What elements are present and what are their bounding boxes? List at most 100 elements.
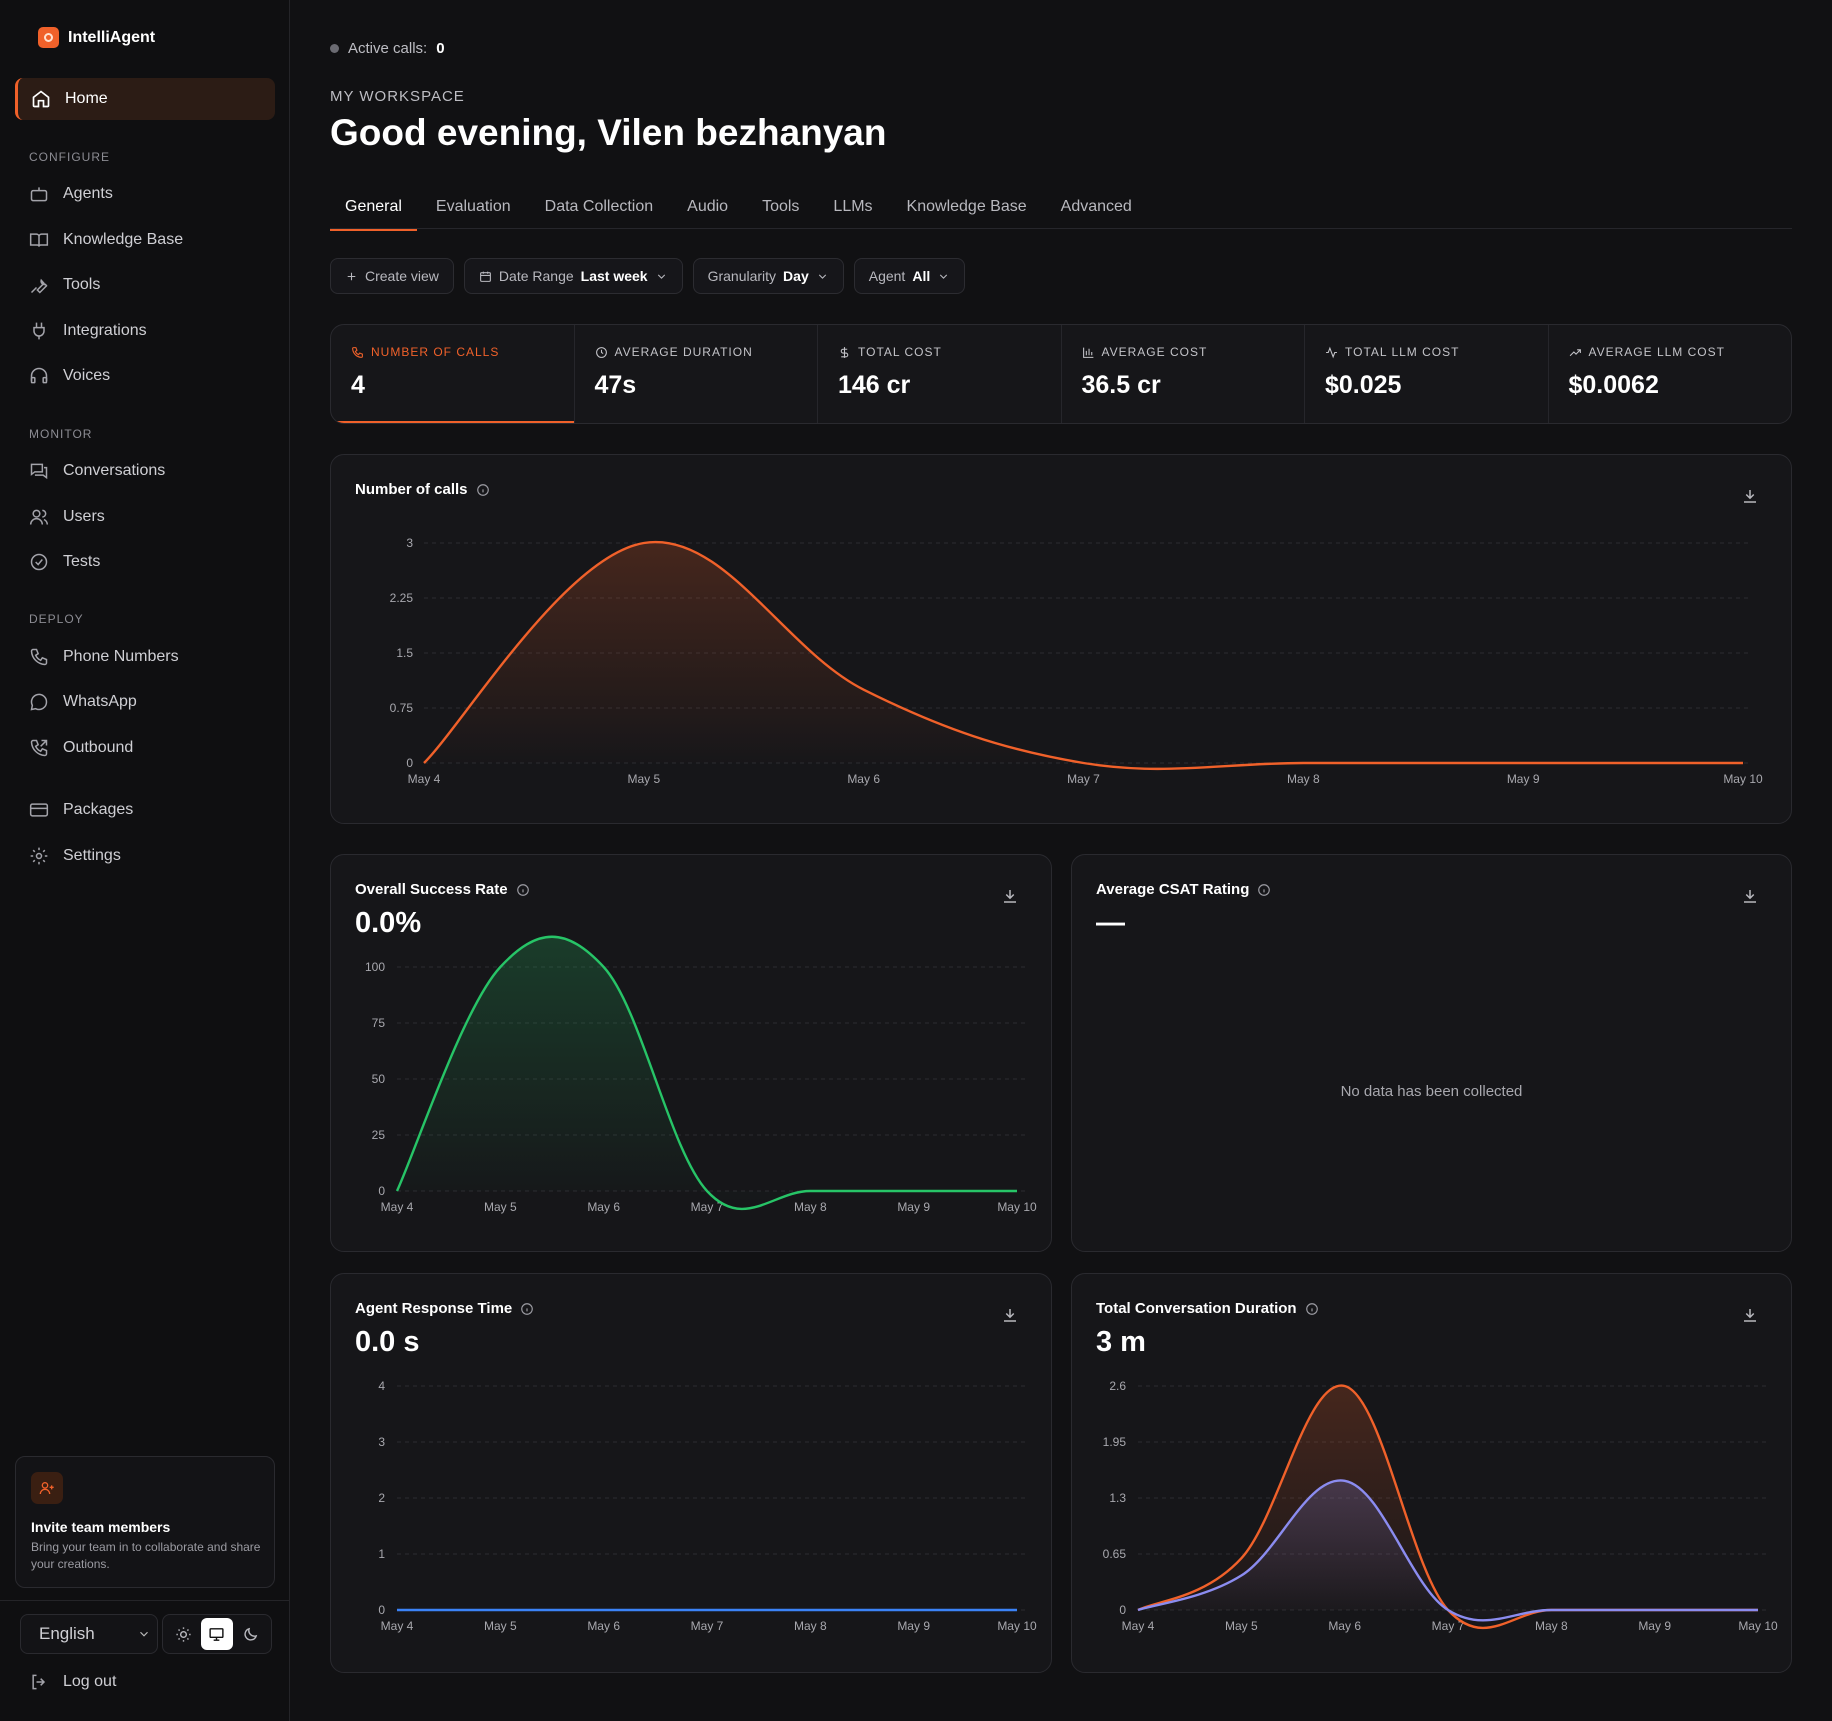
info-icon[interactable] xyxy=(476,483,490,497)
stat-number-of-calls[interactable]: NUMBER OF CALLS 4 xyxy=(331,325,575,423)
sidebar-item-label: Outbound xyxy=(63,739,134,756)
info-icon[interactable] xyxy=(1257,883,1271,897)
download-icon[interactable] xyxy=(1741,487,1759,505)
active-calls-value: 0 xyxy=(436,40,445,57)
filter-bar: Create view Date Range Last week Granula… xyxy=(330,258,966,294)
tab-data-collection[interactable]: Data Collection xyxy=(544,198,654,215)
brand[interactable]: IntelliAgent xyxy=(38,27,155,48)
activity-icon xyxy=(1326,346,1337,358)
phone-icon xyxy=(30,648,48,666)
x-tick-label: May 8 xyxy=(1287,772,1320,786)
stat-average-llm-cost[interactable]: AVERAGE LLM COST $0.0062 xyxy=(1549,325,1792,423)
sidebar-item-outbound[interactable]: Outbound xyxy=(15,727,275,769)
sidebar-item-users[interactable]: Users xyxy=(15,496,275,538)
sidebar-item-settings[interactable]: Settings xyxy=(15,835,275,877)
calendar-icon xyxy=(480,271,491,282)
theme-dark-button[interactable] xyxy=(234,1618,266,1650)
sidebar-item-label: Tools xyxy=(63,276,101,293)
sidebar-item-conversations[interactable]: Conversations xyxy=(15,450,275,492)
x-tick-label: May 5 xyxy=(1225,1619,1258,1633)
tab-knowledge-base[interactable]: Knowledge Base xyxy=(906,198,1027,215)
x-tick-label: May 10 xyxy=(1723,772,1763,786)
stat-value: $0.025 xyxy=(1325,371,1402,399)
tab-advanced[interactable]: Advanced xyxy=(1060,198,1132,215)
sidebar-item-label: Home xyxy=(65,90,108,107)
stat-total-llm-cost[interactable]: TOTAL LLM COST $0.025 xyxy=(1305,325,1549,423)
sidebar-item-knowledge-base[interactable]: Knowledge Base xyxy=(15,219,275,261)
theme-light-button[interactable] xyxy=(168,1618,200,1650)
phone-icon xyxy=(352,346,363,358)
theme-system-button[interactable] xyxy=(200,1618,233,1650)
agent-filter[interactable]: Agent All xyxy=(853,258,966,294)
chart-card-number-of-calls: Number of calls 0 0.75 1.5 2.25 3 May 4 May 5 M… xyxy=(330,454,1792,824)
info-icon[interactable] xyxy=(1305,1302,1319,1316)
plug-icon xyxy=(33,322,45,340)
create-view-button[interactable]: Create view xyxy=(330,258,454,294)
sidebar-item-label: Conversations xyxy=(63,462,166,479)
active-calls-label: Active calls: xyxy=(348,40,428,57)
stat-average-cost[interactable]: AVERAGE COST 36.5 cr xyxy=(1062,325,1305,423)
bar-chart-icon xyxy=(1082,347,1093,358)
chart-value: — xyxy=(1096,907,1125,939)
stat-value: 36.5 cr xyxy=(1081,371,1161,399)
clock-icon xyxy=(595,346,607,358)
chevron-down-icon xyxy=(818,273,826,279)
sidebar-item-tools[interactable]: Tools xyxy=(15,264,275,306)
tab-evaluation[interactable]: Evaluation xyxy=(435,198,511,215)
no-data-message: No data has been collected xyxy=(1340,1083,1523,1100)
stat-average-duration[interactable]: AVERAGE DURATION 47s xyxy=(575,325,818,423)
chart-card-total-conversation-duration: Total Conversation Duration 3 m 0 0.65 1.3… xyxy=(1071,1273,1792,1673)
info-icon[interactable] xyxy=(516,883,530,897)
series-line[interactable] xyxy=(395,935,1017,1211)
x-tick-label: May 7 xyxy=(691,1619,724,1633)
home-icon xyxy=(32,90,50,108)
wrench-icon xyxy=(30,278,48,294)
granularity-filter[interactable]: Granularity Day xyxy=(692,258,844,294)
chart-value: 0.0 s xyxy=(355,1326,420,1358)
stat-label: AVERAGE LLM COST xyxy=(1588,345,1725,359)
sidebar-item-voices[interactable]: Voices xyxy=(15,355,275,397)
y-tick-label: 75 xyxy=(372,1016,386,1030)
logout-button[interactable]: Log out xyxy=(29,1672,116,1692)
y-tick-label: 25 xyxy=(372,1128,386,1142)
y-tick-label: 0.75 xyxy=(390,701,414,715)
sidebar-item-packages[interactable]: Packages xyxy=(15,789,275,831)
message-circle-icon xyxy=(30,693,48,711)
phone-outgoing-icon xyxy=(30,739,48,757)
y-tick-label: 0.65 xyxy=(1103,1547,1127,1561)
trending-up-icon xyxy=(1569,348,1581,356)
download-icon[interactable] xyxy=(1001,1306,1019,1324)
tab-llms[interactable]: LLMs xyxy=(833,198,873,215)
sidebar-item-phone-numbers[interactable]: Phone Numbers xyxy=(15,636,275,678)
y-tick-label: 2 xyxy=(378,1491,385,1505)
stat-label: AVERAGE COST xyxy=(1101,345,1208,359)
tab-audio[interactable]: Audio xyxy=(687,198,729,215)
sidebar-item-integrations[interactable]: Integrations xyxy=(15,310,275,352)
download-icon[interactable] xyxy=(1741,887,1759,905)
dollar-icon xyxy=(840,346,849,358)
tab-general[interactable]: General xyxy=(330,195,417,231)
info-icon[interactable] xyxy=(520,1302,534,1316)
sidebar-item-whatsapp[interactable]: WhatsApp xyxy=(15,681,275,723)
x-tick-label: May 8 xyxy=(794,1619,827,1633)
date-range-filter[interactable]: Date Range Last week xyxy=(463,258,683,294)
language-select[interactable]: English xyxy=(20,1614,158,1654)
x-tick-label: May 8 xyxy=(1535,1619,1568,1633)
x-tick-label: May 9 xyxy=(1638,1619,1671,1633)
sidebar-item-agents[interactable]: Agents xyxy=(15,173,275,215)
invite-card[interactable]: Invite team members Bring your team in t… xyxy=(15,1456,275,1588)
x-tick-label: May 7 xyxy=(1432,1619,1465,1633)
tab-tools[interactable]: Tools xyxy=(762,198,800,215)
x-tick-label: May 6 xyxy=(847,772,880,786)
stat-total-cost[interactable]: TOTAL COST 146 cr xyxy=(818,325,1062,423)
series-area xyxy=(424,541,1743,769)
x-tick-label: May 6 xyxy=(587,1619,620,1633)
x-tick-label: May 4 xyxy=(381,1619,414,1633)
x-tick-label: May 5 xyxy=(627,772,660,786)
sidebar: IntelliAgent Home CONFIGURE Agents Knowl… xyxy=(0,0,290,1721)
download-icon[interactable] xyxy=(1741,1306,1759,1324)
series-line[interactable] xyxy=(423,540,1743,771)
sidebar-item-home[interactable]: Home xyxy=(15,78,275,120)
sidebar-item-tests[interactable]: Tests xyxy=(15,541,275,583)
download-icon[interactable] xyxy=(1001,887,1019,905)
